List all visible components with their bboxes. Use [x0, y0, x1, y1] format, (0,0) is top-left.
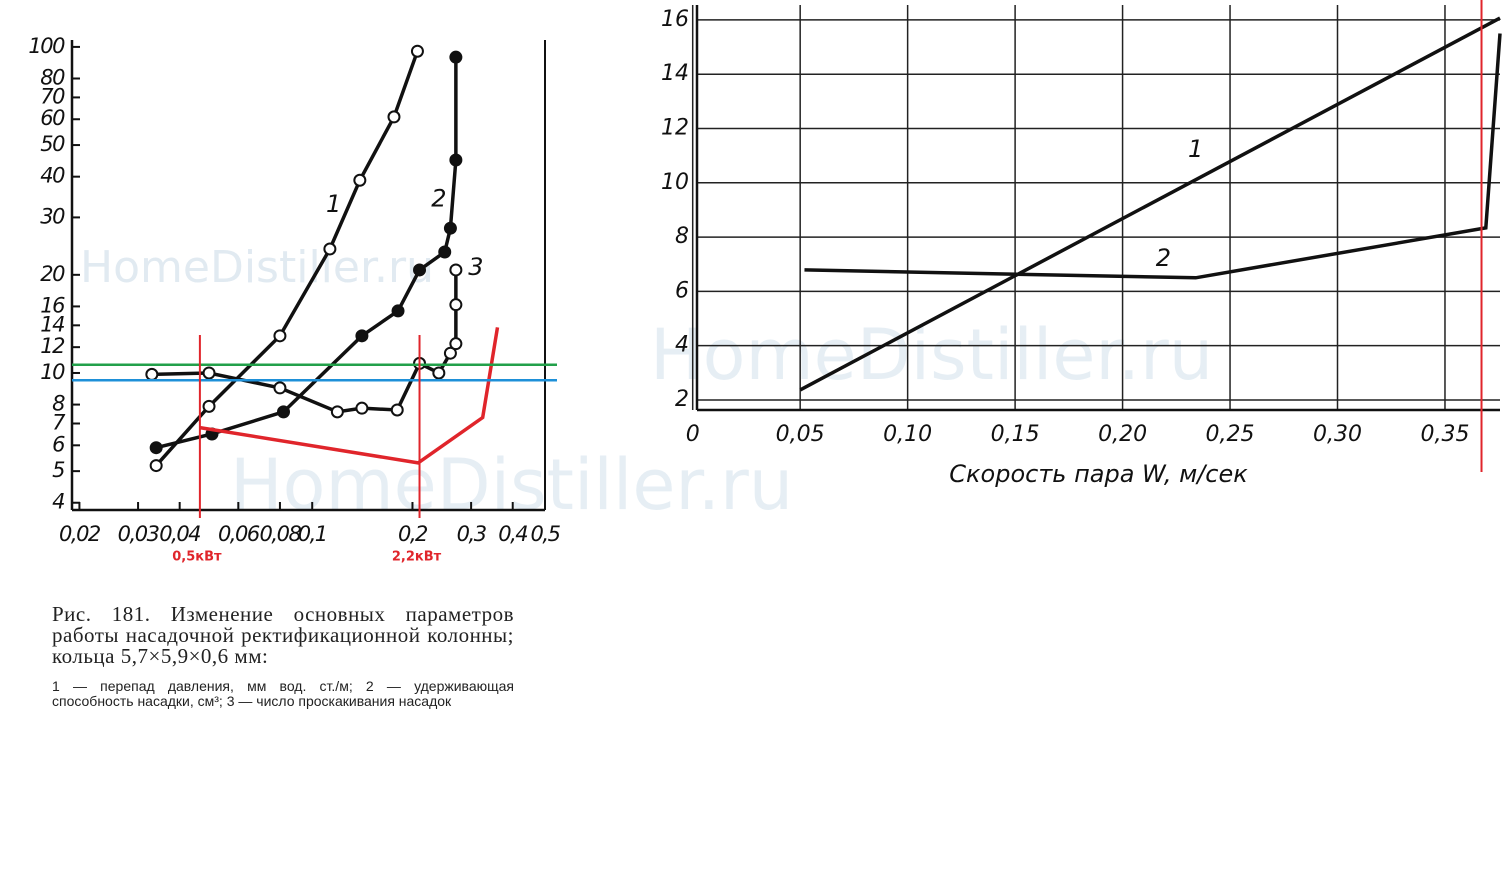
- y-tick-label: 12: [40, 334, 65, 358]
- x-tick-label: 0,3: [457, 522, 486, 546]
- y-tick-label: 20: [40, 262, 65, 286]
- series-line: [151, 269, 458, 414]
- point: [449, 153, 463, 167]
- y-tick-label: 80: [40, 66, 65, 90]
- point: [353, 173, 367, 187]
- x-tick-label: 0,05: [776, 422, 825, 447]
- point: [443, 221, 457, 235]
- x-tick-label: 0,10: [883, 422, 932, 447]
- y-tick-label: 16: [40, 293, 65, 317]
- point: [202, 366, 216, 380]
- x-tick-label: 0,2: [398, 522, 428, 546]
- x-tick-label: 0,5: [531, 522, 561, 546]
- y-tick-label: 30: [40, 204, 65, 228]
- y-tick-label: 6: [675, 278, 689, 303]
- y-tick-label: 16: [661, 7, 689, 32]
- x-tick-label: 0,15: [991, 422, 1040, 447]
- point: [273, 381, 287, 395]
- point: [413, 263, 427, 277]
- x-tick-label: 0,20: [1098, 422, 1147, 447]
- point: [273, 329, 287, 343]
- watermark: HomeDistiller.ru: [230, 444, 793, 526]
- watermark: HomeDistiller.ru: [650, 314, 1213, 396]
- point: [432, 366, 446, 380]
- point: [323, 242, 337, 256]
- point: [449, 337, 463, 351]
- x-tick-label: 0,04: [159, 522, 200, 546]
- y-tick-label: 10: [661, 170, 689, 195]
- watermark: HomeDistiller.ru: [80, 242, 434, 293]
- point: [449, 50, 463, 64]
- x-tick-label: 0,08: [260, 522, 302, 546]
- curve-label: 3: [468, 253, 483, 281]
- x-tick-label: 0,1: [298, 522, 327, 546]
- series-line: [799, 16, 1501, 392]
- curve-label: 2: [1156, 244, 1171, 272]
- point: [449, 298, 463, 312]
- x-tick-label: 0: [686, 422, 700, 447]
- point: [149, 459, 163, 473]
- y-tick-label: 12: [661, 116, 689, 141]
- curve-label: 1: [1188, 135, 1203, 163]
- point: [277, 405, 291, 419]
- x-axis-label: Скорость пара W, м/сек: [949, 460, 1248, 488]
- caption: Рис. 181. Изменение основных параметров …: [52, 604, 514, 726]
- y-tick-label: 14: [40, 312, 64, 336]
- x-tick-label: 0,03: [118, 522, 159, 546]
- y-tick-label: 14: [661, 61, 689, 86]
- y-tick-label: 8: [675, 224, 689, 249]
- x-tick-label: 0,30: [1313, 422, 1362, 447]
- y-tick-label: 4: [52, 490, 64, 514]
- x-tick-label: 0,35: [1420, 422, 1469, 447]
- point: [390, 403, 404, 417]
- point: [391, 304, 405, 318]
- y-tick-label: 4: [675, 333, 689, 358]
- y-tick-label: 7: [52, 410, 66, 434]
- y-tick-label: 60: [40, 106, 65, 130]
- caption-text: Рис. 181. Изменение основных параметров …: [52, 602, 514, 668]
- point: [355, 401, 369, 415]
- reference-label: 0,5кВт: [172, 550, 222, 565]
- y-tick-label: 100: [28, 34, 65, 58]
- point: [410, 44, 424, 58]
- curve-label: 2: [431, 185, 446, 213]
- point: [355, 329, 369, 343]
- reference-label: 2,2кВт: [392, 550, 442, 565]
- point: [202, 399, 216, 413]
- curve-label: 1: [326, 190, 341, 218]
- series-line: [199, 327, 500, 465]
- point: [443, 346, 457, 360]
- series-line: [155, 57, 458, 450]
- y-tick-label: 5: [52, 458, 65, 482]
- series-line: [804, 33, 1502, 280]
- y-tick-label: 2: [675, 387, 689, 412]
- y-tick-label: 8: [52, 392, 65, 416]
- y-tick-label: 50: [40, 132, 65, 156]
- y-tick-label: 40: [40, 164, 65, 188]
- point: [449, 263, 463, 277]
- caption-note: 1 — перепад давления, мм вод. ст./м; 2 —…: [52, 679, 514, 709]
- y-tick-label: 70: [40, 84, 65, 108]
- point: [330, 405, 344, 419]
- x-tick-label: 0,06: [218, 522, 260, 546]
- point: [387, 110, 401, 124]
- point: [438, 245, 452, 259]
- x-tick-label: 0,4: [498, 522, 527, 546]
- point: [149, 441, 163, 455]
- y-tick-label: 6: [52, 432, 65, 456]
- x-tick-label: 0,02: [59, 522, 101, 546]
- x-tick-label: 0,25: [1206, 422, 1255, 447]
- point: [145, 367, 159, 381]
- y-tick-label: 10: [40, 360, 65, 384]
